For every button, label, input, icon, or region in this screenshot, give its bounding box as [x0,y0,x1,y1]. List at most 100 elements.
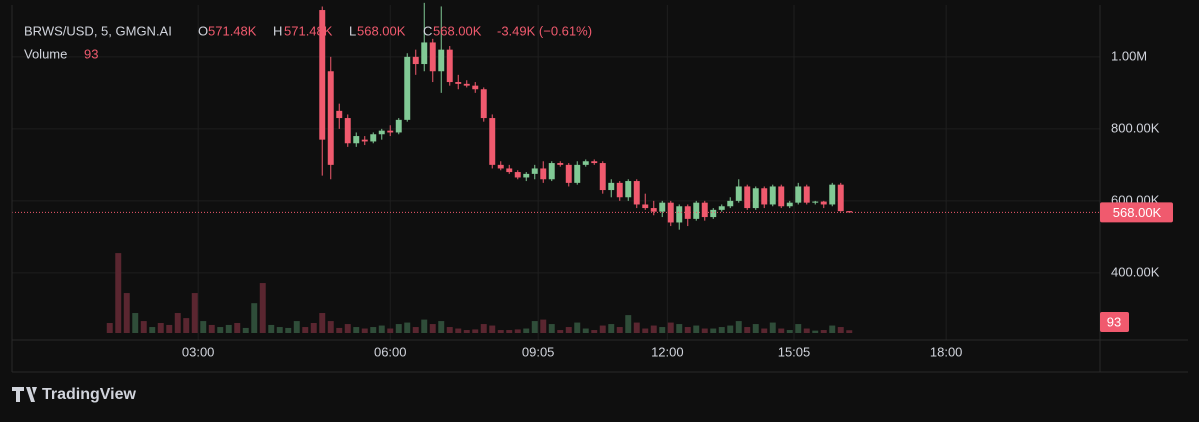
candle-body [344,118,351,144]
x-tick-label: 18:00 [930,344,963,359]
volume-bar [642,328,649,333]
volume-bar [599,325,606,333]
candle-body [659,202,666,212]
volume-bar [795,324,802,333]
candle-body [506,168,513,173]
volume-bar [650,325,657,333]
volume-bar [574,322,581,333]
candle-body [599,163,606,191]
volume-bar [344,324,351,333]
candle-layer [12,2,1100,230]
candle-body [778,186,785,207]
volume-bar [293,321,300,333]
volume-bar [446,327,453,333]
candle-body [387,130,394,133]
volume-bar [208,324,215,333]
candle-body [489,118,496,165]
candle-body [676,206,683,223]
candle-body [846,211,853,213]
candle-body [812,201,819,203]
candle-body [523,173,530,178]
change-value: -3.49K (−0.61%) [497,23,592,38]
volume-bar [183,318,190,333]
volume-value: 93 [84,46,98,61]
candle-body [752,188,759,209]
volume-bar [234,323,241,333]
candle-body [761,188,768,205]
grid [12,5,1100,340]
candle-body [701,202,708,218]
candle-body [735,186,742,201]
volume-bar [421,319,428,333]
volume-bar [591,330,598,333]
volume-bar [106,323,113,333]
candle-body [472,85,479,90]
volume-bar [319,313,326,333]
candle-body [625,181,632,198]
o-label: O [198,23,208,38]
volume-bar [157,323,164,333]
volume-bar [327,321,334,333]
volume-bar [336,327,343,333]
candle-body [497,164,504,169]
candle-body [370,134,377,142]
brand-logo [12,387,37,402]
volume-bar [676,324,683,333]
volume-bar [531,321,538,333]
open-value: 571.48K [208,23,257,38]
volume-layer [106,253,853,333]
candle-body [718,206,725,210]
volume-bar [659,327,666,333]
volume-bar [276,327,283,333]
candle-body [404,56,411,120]
volume-bar [820,330,827,333]
volume-bar [302,327,309,333]
high-value: 571.48K [284,23,333,38]
volume-bar [625,315,632,333]
candle-body [514,172,521,178]
volume-bar [548,324,555,333]
candle-body [574,164,581,183]
volume-bar [132,313,139,333]
volume-bar [633,322,640,333]
candle-body [438,49,445,72]
volume-bar [191,293,198,333]
candle-body [531,168,538,174]
volume-bar [778,328,785,333]
close-value: 568.00K [433,23,482,38]
candle-body [829,184,836,205]
candle-body [319,10,326,140]
candle-body [455,82,462,84]
volume-badge-label: 93 [1107,314,1121,329]
candle-body [421,42,428,65]
volume-bar [693,325,700,333]
candle-body [837,184,844,212]
volume-bar [829,325,836,333]
candle-body [642,204,649,209]
volume-bar [378,325,385,333]
volume-bar [761,328,768,333]
volume-bar [582,328,589,333]
brand-name: TradingView [42,386,137,403]
volume-bar [540,319,547,333]
x-tick-label: 03:00 [182,344,215,359]
volume-bar [123,293,130,333]
volume-bar [667,322,674,333]
volume-bar [242,327,249,333]
candle-body [803,186,810,203]
candle-body [744,186,751,209]
volume-bar [480,324,487,333]
volume-bar [115,253,122,333]
volume-bar [285,327,292,333]
candle-body [667,202,674,223]
volume-bar [370,327,377,333]
volume-bar [268,324,275,333]
candle-body [353,136,360,144]
x-tick-label: 15:05 [778,344,811,359]
candle-body [336,110,343,119]
candle-body [710,209,717,218]
